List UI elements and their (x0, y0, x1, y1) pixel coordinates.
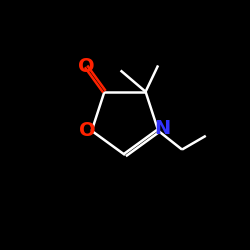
Text: O: O (78, 57, 94, 76)
Text: O: O (79, 121, 96, 140)
Text: N: N (155, 119, 171, 138)
